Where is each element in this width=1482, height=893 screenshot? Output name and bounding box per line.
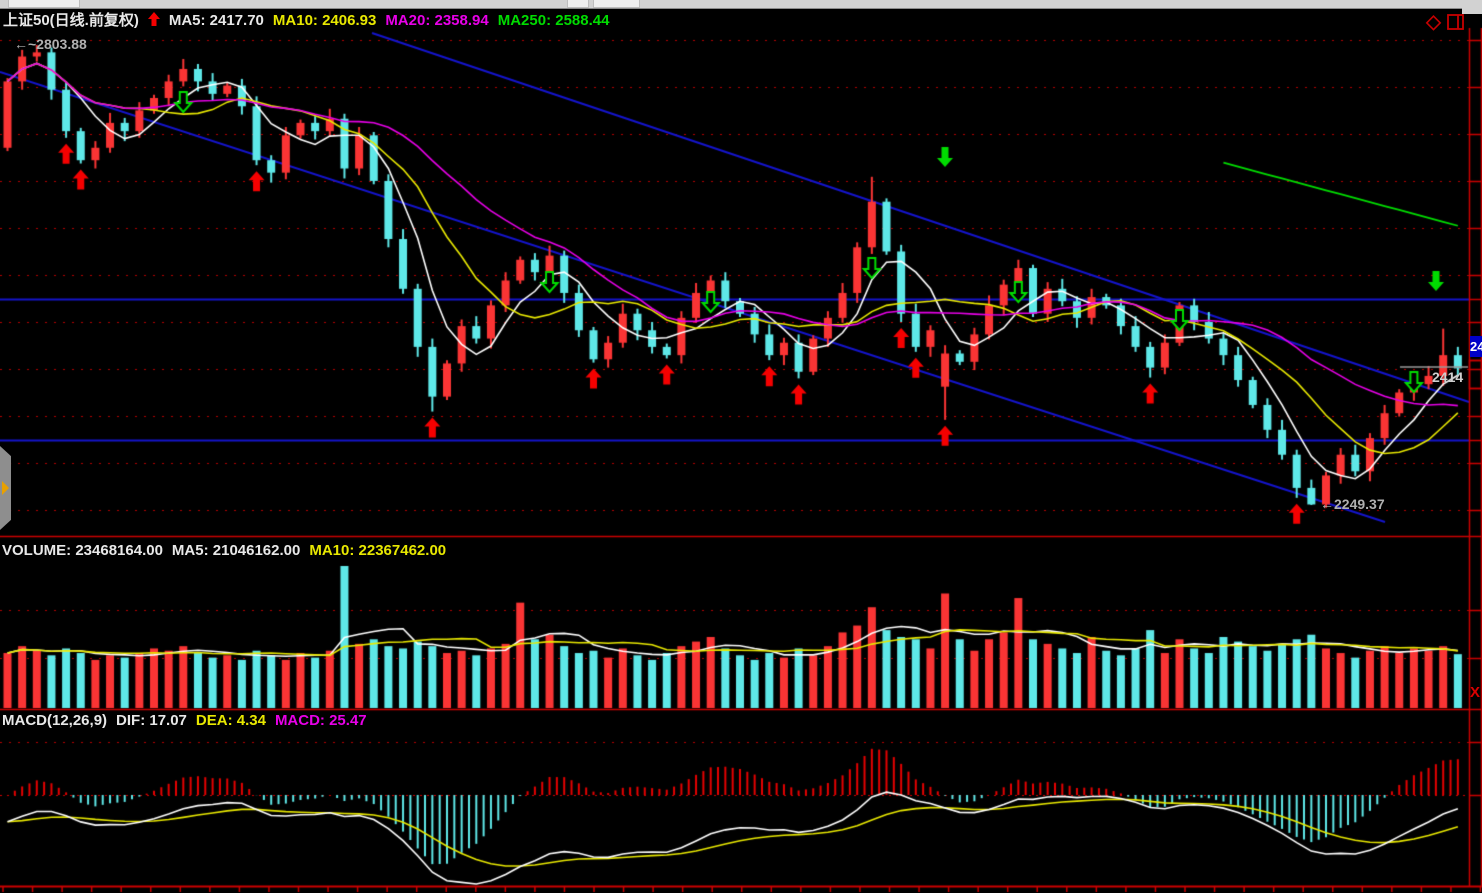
macd-params: MACD(12,26,9)	[2, 712, 108, 729]
macd-value: MACD: 25.47	[274, 712, 367, 729]
toolbar-segment[interactable]	[8, 0, 80, 8]
main-chart-pane[interactable]	[0, 8, 1469, 536]
current-price-label: 2414	[1432, 369, 1464, 385]
macd-pane[interactable]	[0, 710, 1469, 886]
chart-title: 上证50(日线.前复权)	[3, 12, 139, 29]
volume-pane[interactable]	[0, 537, 1469, 709]
top-toolbar-strip	[0, 0, 1482, 9]
ma20-value: MA20: 2358.94	[385, 12, 489, 29]
toolbar-segment[interactable]	[593, 0, 640, 8]
low-price-label: ←2249.37	[1320, 496, 1385, 512]
volume-ma5-value: MA5: 21046162.00	[171, 542, 301, 559]
ma5-value: MA5: 2417.70	[168, 12, 264, 29]
sidebar-expand-handle[interactable]	[0, 446, 11, 530]
ma250-value: MA250: 2588.44	[497, 12, 610, 29]
macd-header: MACD(12,26,9) DIF: 17.07 DEA: 4.34 MACD: 25…	[2, 712, 376, 729]
toolbar-segment[interactable]	[567, 0, 589, 8]
dea-value: DEA: 4.34	[195, 712, 266, 729]
expand-triangle-icon	[2, 481, 9, 495]
close-x-icon[interactable]: X	[1470, 684, 1481, 701]
main-chart-header: 上证50(日线.前复权) MA5: 2417.70 MA10: 2406.93 MA2…	[3, 9, 618, 30]
window-icon[interactable]	[1447, 14, 1465, 36]
dif-value: DIF: 17.07	[116, 712, 187, 729]
volume-ma10-value: MA10: 22367462.00	[309, 542, 447, 559]
toolbar-corner-block	[1462, 0, 1482, 14]
ma10-value: MA10: 2406.93	[272, 12, 377, 29]
high-price-label: ←~2803.88	[14, 36, 87, 52]
volume-header: VOLUME: 23468164.00 MA5: 21046162.00 MA10:…	[2, 542, 455, 559]
volume-value: VOLUME: 23468164.00	[2, 542, 163, 559]
axis-price-badge: 24	[1470, 336, 1482, 357]
up-arrow-icon	[147, 12, 160, 30]
diamond-icon[interactable]	[1424, 13, 1443, 37]
